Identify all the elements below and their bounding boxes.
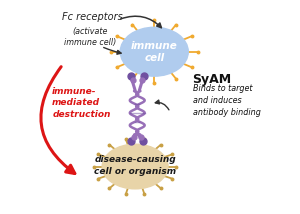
Text: disease-causing
cell or organism: disease-causing cell or organism	[94, 155, 176, 175]
Ellipse shape	[120, 27, 188, 76]
Text: Binds to target
and induces
antibody binding: Binds to target and induces antibody bin…	[193, 84, 260, 117]
Text: SyAM: SyAM	[193, 73, 232, 86]
Ellipse shape	[102, 144, 168, 189]
Text: Fc receptors: Fc receptors	[62, 12, 123, 22]
Text: immune
cell: immune cell	[131, 40, 178, 63]
Text: (activate
immune cell): (activate immune cell)	[64, 27, 117, 47]
Text: immune-
mediated
destruction: immune- mediated destruction	[52, 87, 111, 119]
